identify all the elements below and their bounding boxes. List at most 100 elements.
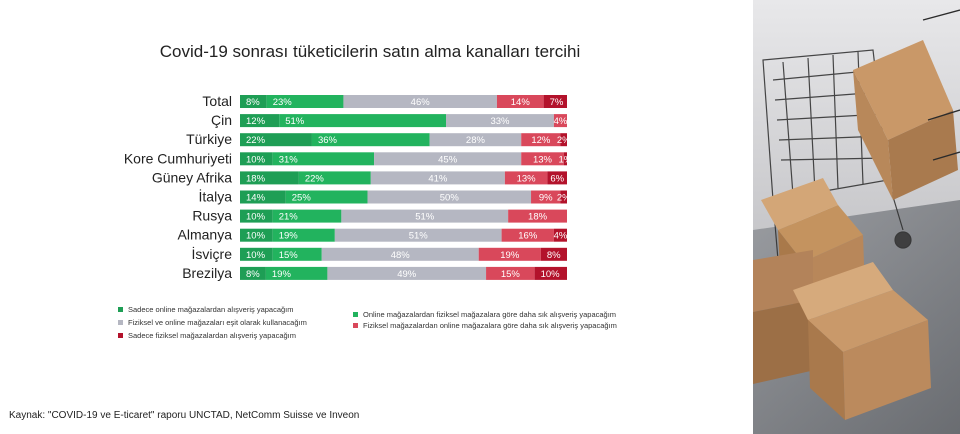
data-label: 49% [397,269,417,280]
data-label: 33% [490,116,510,127]
bar-segment [311,133,430,147]
bar-segment [521,152,564,166]
bar-segment [272,247,322,261]
bar-segment [240,114,280,128]
category-label: Brezilya [182,265,232,281]
data-label: 15% [501,269,521,280]
cardboard-box [753,250,815,384]
bar-segment [367,190,532,204]
data-label: 31% [279,154,299,165]
bar-segment [240,171,299,185]
data-label: 48% [391,250,411,261]
data-label: 16% [518,231,538,242]
bar-segment [553,114,567,128]
legend-swatch [353,323,358,328]
bar-segment [504,171,548,185]
category-label: Almanya [178,227,233,243]
shopping-cart-boxes-photo [753,0,960,434]
data-label: 19% [500,250,520,261]
bar-segment [370,171,505,185]
data-label: 10% [246,250,266,261]
cardboard-box [793,262,931,420]
category-label: İtalya [199,188,233,205]
legend-item: Sadece online mağazalardan alışveriş yap… [118,305,294,314]
data-label: 22% [246,135,266,146]
chart-title: Covid-19 sonrası tüketicilerin satın alm… [159,42,581,61]
bar-segment [547,171,567,185]
category-label: Güney Afrika [152,169,232,185]
data-label: 22% [305,173,325,184]
bar-segment [496,95,544,108]
data-label: 8% [246,269,260,280]
data-label: 12% [531,135,551,146]
bar-segment [534,266,567,280]
legend-label: Sadece online mağazalardan alışveriş yap… [128,305,294,314]
data-label: 10% [541,269,561,280]
bar-segment [272,209,342,223]
data-label: 51% [285,116,305,127]
data-label: 19% [272,269,292,280]
legend-label: Fiziksel ve online mağazaları eşit olara… [128,318,307,327]
bar-segment [285,190,368,204]
data-label: 7% [550,97,564,108]
bar-segment [374,152,522,166]
bar-segment [240,190,286,204]
bar-segment [240,228,273,242]
data-label: 13% [517,173,537,184]
data-label: 12% [246,116,266,127]
data-label: 51% [415,212,435,223]
data-label: 10% [246,154,266,165]
bar-segment [540,247,567,261]
data-label: 8% [246,97,260,108]
bar-segment [343,95,497,108]
legend-swatch [118,333,123,338]
data-label: 18% [246,173,266,184]
legend-item: Online mağazalardan fiziksel mağazalara … [353,310,616,319]
bar-segment [327,266,487,280]
data-label: 18% [528,212,548,223]
data-label: 45% [438,154,458,165]
bar-segment [321,247,479,261]
legend-item: Sadece fiziksel mağazalardan alışveriş y… [118,331,296,340]
data-label: 2% [557,193,571,204]
data-label: 28% [466,135,486,146]
data-label: 10% [246,231,266,242]
data-label: 1% [558,154,572,165]
bar-segment [560,190,567,204]
bar-segment [240,133,312,147]
category-label: Türkiye [186,131,232,147]
bar-segment [279,114,447,128]
bar-segment [298,171,371,185]
bar-segment [543,95,567,108]
bar-segment [563,152,567,166]
data-label: 23% [273,97,293,108]
bar-segment [334,228,502,242]
data-label: 9% [539,193,553,204]
legend-label: Fiziksel mağazalardan online mağazalara … [363,321,617,330]
data-label: 41% [428,173,448,184]
data-label: 36% [318,135,338,146]
data-label: 2% [557,135,571,146]
category-label: Total [202,93,232,109]
data-label: 50% [440,193,460,204]
bar-segment [478,247,541,261]
legend-swatch [353,312,358,317]
bar-segment [240,95,267,108]
category-label: Rusya [192,208,232,224]
source-note: Kaynak: "COVID-19 ve E-ticaret" raporu U… [9,410,360,421]
bar-segment [486,266,535,280]
bar-segment [501,228,554,242]
data-label: 46% [411,97,431,108]
bar-segment [429,133,522,147]
legend-label: Sadece fiziksel mağazalardan alışveriş y… [128,331,296,340]
data-label: 10% [246,212,266,223]
data-label: 14% [246,193,266,204]
data-label: 13% [533,154,553,165]
legend-item: Fiziksel mağazalardan online mağazalara … [353,321,617,330]
bar-segment [272,228,335,242]
category-label: Çin [211,112,232,128]
bar-segment [240,247,273,261]
data-label: 14% [511,97,531,108]
bar-segment [553,228,567,242]
data-label: 4% [554,231,568,242]
